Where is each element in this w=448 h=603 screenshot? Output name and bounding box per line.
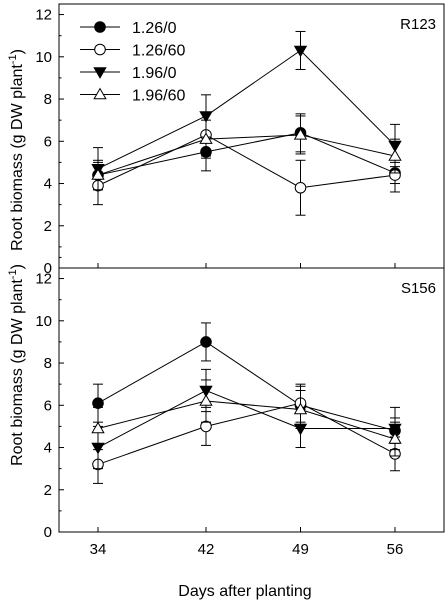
series-3 [91, 379, 402, 457]
legend-label: 1.26/0 [132, 20, 177, 37]
legend-marker [94, 43, 106, 56]
y-axis-title-upper: Root biomass (g DW plant-1) [7, 49, 26, 251]
legend-item: 1.26/0 [80, 20, 177, 37]
y-tick-label: 0 [44, 524, 52, 541]
panel-label: R123 [400, 16, 436, 33]
series-3 [91, 115, 402, 191]
y-tick-label: 2 [44, 218, 52, 235]
y-tick-label: 2 [44, 482, 52, 499]
legend: 1.26/0 1.26/60 1.96/0 1.96/60 [80, 20, 185, 105]
y-axis-title-upper-main: Root biomass (g DW plant [9, 64, 26, 251]
y-tick-label: 6 [44, 133, 52, 150]
y-tick-label: 4 [44, 440, 52, 457]
y-axis-title-lower-main: Root biomass (g DW plant [9, 279, 26, 466]
panel-s156: 0 2 4 6 8 10 12 34 42 49 56 S156 [35, 256, 445, 558]
series-2 [91, 368, 402, 470]
panel-label: S156 [401, 280, 436, 297]
y-axis-title-lower: Root biomass (g DW plant-1) [7, 264, 26, 466]
data-point [200, 336, 212, 348]
data-point [91, 421, 105, 434]
data-point [92, 397, 104, 409]
y-axis-title-lower-close: ) [9, 264, 26, 269]
series-0 [92, 322, 401, 444]
series-1 [92, 383, 401, 484]
legend-item: 1.96/60 [80, 88, 185, 105]
y-tick-label: 4 [44, 176, 52, 193]
series-0 [92, 113, 401, 189]
x-tick-label: 56 [387, 541, 404, 558]
data-point [199, 394, 213, 406]
x-tick-label: 49 [292, 541, 309, 558]
y-axis-title-lower-sup: -1 [7, 269, 19, 279]
y-tick-label: 10 [35, 49, 52, 66]
data-point [388, 432, 402, 444]
legend-marker [93, 87, 107, 100]
data-point [199, 132, 213, 144]
x-axis-title: Days after planting [178, 583, 311, 600]
legend-label: 1.96/60 [132, 88, 185, 105]
series-line [97, 134, 396, 176]
series-line [97, 134, 396, 189]
y-tick-label: 8 [44, 91, 52, 108]
plot-frame [58, 267, 445, 533]
data-point [293, 402, 308, 415]
data-point [200, 420, 212, 433]
x-tick-label: 42 [198, 541, 215, 558]
series-line [97, 49, 396, 170]
series-line [97, 402, 396, 465]
data-point [294, 181, 307, 194]
x-tick-label: 34 [90, 541, 107, 558]
panels-layer: 0 2 4 6 8 10 12 R123 0 2 4 6 8 10 12 34 42 49 56 S156 1.26/0… [35, 3, 445, 558]
data-point [91, 168, 105, 180]
y-tick-label: 10 [35, 313, 52, 330]
legend-item: 1.96/0 [80, 65, 177, 82]
series-1 [92, 113, 401, 216]
data-point [199, 111, 213, 123]
data-point [293, 128, 308, 140]
legend-label: 1.26/60 [132, 43, 185, 60]
data-point [388, 149, 402, 161]
y-axis-title-upper-sup: -1 [7, 54, 19, 64]
series-line [97, 400, 396, 440]
y-axis-title-upper-close: ) [9, 49, 26, 54]
legend-label: 1.96/0 [132, 65, 177, 82]
y-tick-label: 8 [44, 355, 52, 372]
series-line [97, 132, 396, 176]
y-tick-label: 0 [44, 260, 52, 277]
legend-marker [93, 67, 107, 79]
y-tick-label: 12 [35, 7, 52, 24]
legend-item: 1.26/60 [80, 43, 185, 60]
data-point [293, 45, 308, 58]
y-tick-label: 6 [44, 397, 52, 414]
series-line [97, 389, 395, 448]
legend-marker [94, 21, 106, 33]
panel-r123: 0 2 4 6 8 10 12 R123 [35, 3, 445, 277]
series-line [97, 341, 396, 432]
y-tick-label: 12 [35, 271, 52, 288]
